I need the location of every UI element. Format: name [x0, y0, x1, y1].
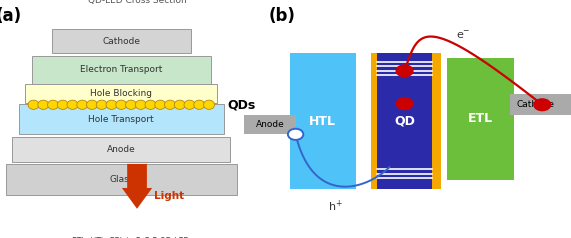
Text: e$^{-}$: e$^{-}$: [456, 30, 471, 41]
Text: QD-LED Cross Section: QD-LED Cross Section: [88, 0, 186, 5]
Bar: [32, 55, 211, 84]
Bar: [447, 58, 513, 180]
Circle shape: [396, 64, 413, 77]
Bar: [26, 84, 217, 103]
Bar: [6, 164, 237, 194]
Circle shape: [38, 100, 49, 109]
Bar: [19, 104, 224, 134]
Circle shape: [87, 100, 98, 109]
FancyArrow shape: [122, 164, 152, 209]
Bar: [432, 53, 441, 189]
Circle shape: [28, 100, 39, 109]
Bar: [510, 94, 571, 115]
Bar: [51, 29, 191, 53]
Circle shape: [288, 129, 303, 140]
Text: HTL: HTL: [309, 115, 336, 128]
Text: ETL: ETL: [468, 113, 493, 125]
Circle shape: [145, 100, 156, 109]
Circle shape: [67, 100, 78, 109]
Circle shape: [77, 100, 88, 109]
Bar: [377, 53, 432, 189]
Circle shape: [126, 100, 136, 109]
Text: Hole Transport: Hole Transport: [89, 114, 154, 124]
Circle shape: [396, 97, 413, 110]
Text: Cathode: Cathode: [517, 100, 554, 109]
Circle shape: [184, 100, 195, 109]
Circle shape: [194, 100, 205, 109]
Circle shape: [96, 100, 107, 109]
Text: QD: QD: [394, 115, 415, 128]
Circle shape: [533, 98, 552, 111]
Circle shape: [174, 100, 185, 109]
Text: Electron Transport: Electron Transport: [80, 65, 163, 74]
Circle shape: [164, 100, 175, 109]
Circle shape: [106, 100, 117, 109]
Circle shape: [135, 100, 146, 109]
Text: same ETL, HTL, EBL in R-G-B QD-LEDs: same ETL, HTL, EBL in R-G-B QD-LEDs: [49, 237, 194, 238]
Circle shape: [116, 100, 127, 109]
Bar: [371, 53, 380, 189]
Text: Anode: Anode: [107, 145, 136, 154]
Circle shape: [47, 100, 59, 109]
Text: h$^{+}$: h$^{+}$: [328, 199, 343, 214]
Text: Glass: Glass: [109, 175, 134, 184]
Text: (a): (a): [0, 7, 21, 25]
Circle shape: [203, 100, 215, 109]
Text: Hole Blocking: Hole Blocking: [90, 89, 152, 98]
Text: (b): (b): [268, 7, 295, 25]
Text: QDs: QDs: [228, 98, 256, 111]
Text: Light: Light: [154, 191, 184, 201]
Bar: [244, 115, 296, 134]
Bar: [289, 53, 356, 189]
Circle shape: [57, 100, 69, 109]
Text: Cathode: Cathode: [102, 37, 140, 46]
Bar: [13, 137, 230, 162]
Text: Anode: Anode: [255, 120, 284, 129]
Circle shape: [155, 100, 166, 109]
